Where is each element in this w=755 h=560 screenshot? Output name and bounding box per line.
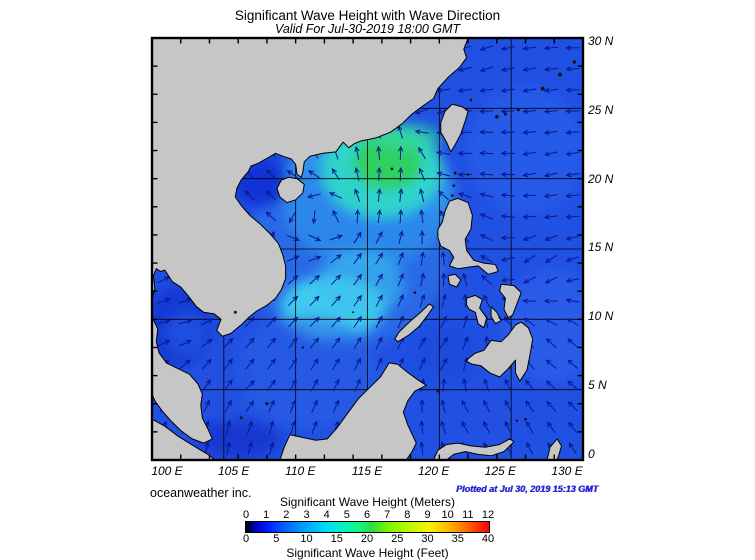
meters-tick-label: 8 — [404, 509, 411, 521]
meters-tick-label: 5 — [343, 509, 350, 521]
lat-tick-label: 0 — [588, 446, 595, 461]
land-samar-leyte — [499, 283, 522, 319]
lon-tick-label: 120 E — [417, 464, 450, 478]
meters-tick-label: 6 — [363, 509, 371, 521]
land-cebu-bohol — [490, 306, 502, 325]
land-panay-negros — [466, 294, 488, 329]
lat-tick-label: 5 N — [588, 378, 607, 393]
land-palawan — [394, 303, 435, 343]
lon-tick-label: 110 E — [285, 464, 316, 478]
map-frame — [150, 36, 585, 462]
lon-tick-label: 125 E — [484, 464, 517, 478]
land-borneo — [279, 362, 427, 459]
meters-tick-label: 1 — [263, 509, 270, 521]
lat-tick-label: 30 N — [588, 34, 614, 48]
meters-tick-label: 3 — [303, 509, 310, 521]
lat-tick-label: 20 N — [588, 171, 614, 186]
legend-title-feet: Significant Wave Height (Feet) — [286, 546, 449, 560]
lon-tick-label: 105 E — [217, 464, 250, 478]
land-mindanao — [466, 321, 534, 382]
meters-tick-label: 10 — [441, 509, 454, 521]
meters-tick-label: 7 — [384, 509, 391, 521]
land-luzon — [437, 197, 499, 275]
land-halmahera — [546, 438, 562, 459]
lat-tick-label: 25 N — [588, 102, 614, 117]
plotted-timestamp: Plotted at Jul 30, 2019 15:13 GMT — [455, 484, 598, 494]
land-hainan — [276, 176, 305, 204]
feet-tick-label: 5 — [273, 533, 280, 545]
feet-tick-label: 10 — [300, 533, 313, 545]
feet-tick-label: 40 — [481, 533, 495, 545]
land-mindoro — [447, 273, 462, 288]
meters-tick-label: 12 — [481, 509, 495, 521]
colorbar-gradient — [245, 521, 490, 533]
feet-tick-label: 35 — [451, 533, 464, 545]
legend-title-meters: Significant Wave Height (Meters) — [280, 495, 455, 509]
meters-tick-label: 9 — [424, 509, 431, 521]
valid-time-subtitle: Valid For Jul-30-2019 18:00 GMT — [274, 22, 461, 36]
lat-tick-label: 15 N — [588, 240, 614, 255]
feet-tick-label: 30 — [421, 533, 434, 545]
meters-tick-label: 0 — [242, 509, 250, 521]
feet-tick-label: 15 — [330, 533, 343, 545]
landmasses — [153, 39, 577, 459]
meters-tick-label: 11 — [462, 509, 474, 521]
feet-tick-label: 20 — [360, 533, 374, 545]
credit-text: oceanweather inc. — [150, 486, 252, 500]
meters-tick-label: 4 — [323, 509, 330, 521]
land-mainland-asia — [153, 39, 469, 444]
meters-tick-label: 2 — [283, 509, 290, 521]
lon-tick-label: 130 E — [551, 464, 583, 478]
land-sumatra — [153, 419, 215, 459]
lon-tick-label: 115 E — [351, 464, 383, 478]
feet-tick-label: 25 — [391, 533, 404, 545]
feet-tick-label: 0 — [242, 533, 250, 545]
land-sulawesi — [433, 438, 515, 459]
page-title: Significant Wave Height with Wave Direct… — [234, 8, 501, 23]
lon-tick-label: 100 E — [151, 464, 183, 478]
lat-tick-label: 10 N — [588, 309, 614, 324]
